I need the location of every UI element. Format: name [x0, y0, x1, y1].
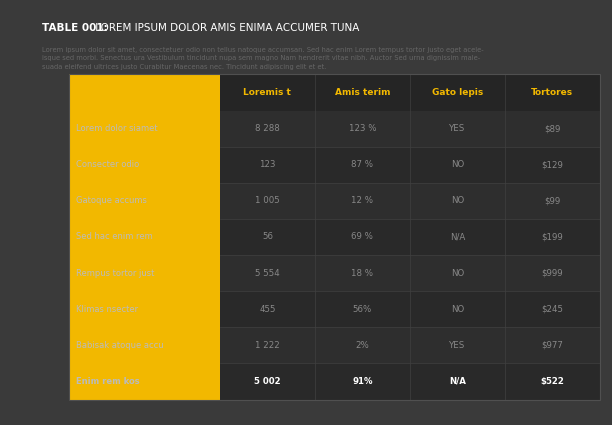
Bar	[69, 147, 220, 183]
Text: 123 %: 123 %	[349, 124, 376, 133]
Text: $245: $245	[541, 305, 563, 314]
Bar	[69, 74, 600, 399]
Text: YES: YES	[449, 124, 466, 133]
Bar	[69, 74, 220, 110]
Text: Enim rem kos: Enim rem kos	[76, 377, 140, 386]
Text: Gatoque accums: Gatoque accums	[76, 196, 147, 205]
Bar	[69, 291, 220, 327]
Text: $999: $999	[542, 269, 563, 278]
Bar	[69, 327, 220, 363]
Text: TABLE 001:: TABLE 001:	[42, 23, 107, 34]
Text: Consecter odio: Consecter odio	[76, 160, 139, 169]
Bar	[69, 219, 220, 255]
Text: NO: NO	[450, 305, 464, 314]
Text: Rempus tortor just: Rempus tortor just	[76, 269, 154, 278]
Text: 5 002: 5 002	[254, 377, 281, 386]
Text: Amis terim: Amis terim	[335, 88, 390, 97]
Text: Lorem dolor siamet: Lorem dolor siamet	[76, 124, 157, 133]
Text: 8 288: 8 288	[255, 124, 280, 133]
Text: Babisak atoque accu: Babisak atoque accu	[76, 341, 163, 350]
Text: $129: $129	[542, 160, 563, 169]
Text: 12 %: 12 %	[351, 196, 373, 205]
Text: Gato lepis: Gato lepis	[431, 88, 483, 97]
Text: 56%: 56%	[353, 305, 372, 314]
Bar	[220, 74, 600, 110]
Bar	[220, 327, 600, 363]
Text: N/A: N/A	[449, 377, 466, 386]
Text: 91%: 91%	[352, 377, 373, 386]
Bar	[69, 255, 220, 291]
Text: NO: NO	[450, 160, 464, 169]
Text: $89: $89	[544, 124, 561, 133]
Text: $977: $977	[542, 341, 563, 350]
Text: Klimas nsecter: Klimas nsecter	[76, 305, 138, 314]
Bar	[220, 291, 600, 327]
Text: 2%: 2%	[356, 341, 369, 350]
Bar	[220, 363, 600, 400]
Text: NO: NO	[450, 196, 464, 205]
Text: 1 005: 1 005	[255, 196, 280, 205]
Text: N/A: N/A	[450, 232, 465, 241]
Text: $199: $199	[542, 232, 563, 241]
Text: NO: NO	[450, 269, 464, 278]
Text: YES: YES	[449, 341, 466, 350]
Text: Sed hac enim rem: Sed hac enim rem	[76, 232, 152, 241]
Text: $522: $522	[540, 377, 564, 386]
Bar	[220, 110, 600, 147]
Text: Loremis t: Loremis t	[244, 88, 291, 97]
Bar	[220, 183, 600, 219]
Text: 1 222: 1 222	[255, 341, 280, 350]
Text: 123: 123	[259, 160, 275, 169]
Bar	[220, 255, 600, 291]
Text: 87 %: 87 %	[351, 160, 373, 169]
Text: $99: $99	[544, 196, 561, 205]
Bar	[69, 363, 220, 400]
Text: Tortores: Tortores	[531, 88, 573, 97]
Text: 5 554: 5 554	[255, 269, 280, 278]
Bar	[69, 183, 220, 219]
Text: 56: 56	[262, 232, 273, 241]
Bar	[69, 110, 220, 147]
Bar	[220, 147, 600, 183]
Text: 69 %: 69 %	[351, 232, 373, 241]
Text: 18 %: 18 %	[351, 269, 373, 278]
Bar	[220, 219, 600, 255]
Text: LOREM IPSUM DOLOR AMIS ENIMA ACCUMER TUNA: LOREM IPSUM DOLOR AMIS ENIMA ACCUMER TUN…	[92, 23, 360, 34]
Text: Lorem ipsum dolor sit amet, consectetuer odio non tellus natoque accumsan. Sed h: Lorem ipsum dolor sit amet, consectetuer…	[42, 47, 483, 70]
Text: 455: 455	[259, 305, 275, 314]
